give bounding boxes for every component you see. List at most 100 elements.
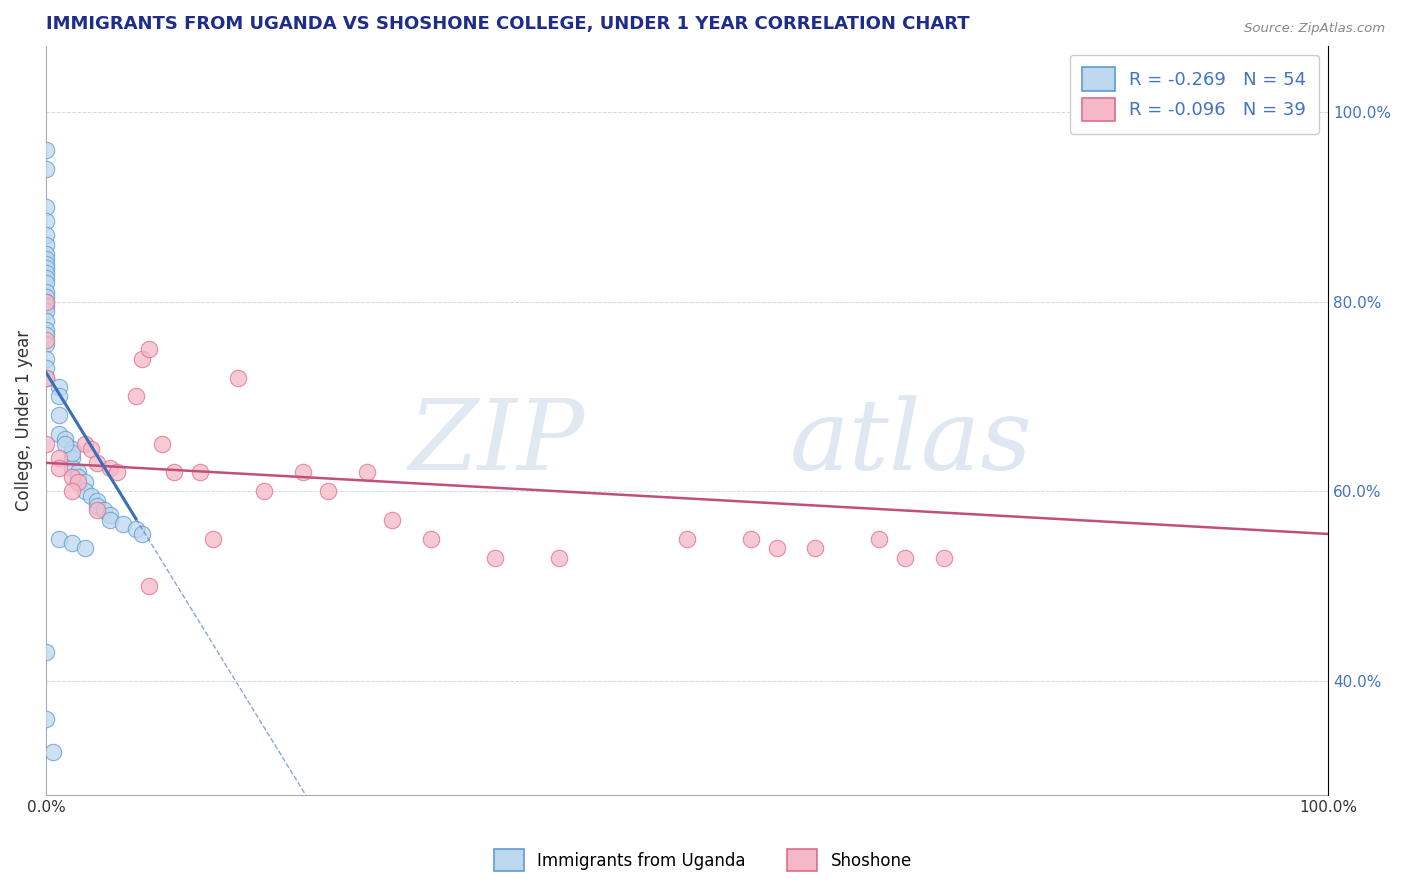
Point (98, 513, 121, 527)
Point (73, 475, 96, 489)
Point (48, 451, 70, 466)
Point (35, 294, 58, 309)
Point (35, 645, 58, 659)
Point (98, 508, 121, 522)
Point (73, 484, 96, 499)
Point (60, 536, 83, 550)
Point (131, 351, 153, 366)
Point (548, 550, 571, 565)
Point (228, 370, 250, 384)
Point (105, 466, 128, 480)
Point (35, 247, 58, 261)
Point (35, 327, 58, 342)
Point (60, 446, 83, 460)
Point (35, 271, 58, 285)
Point (163, 466, 186, 480)
Point (35, 300, 58, 314)
Point (48, 427, 70, 442)
Point (86, 499, 108, 513)
Point (60, 460, 83, 475)
Point (419, 532, 441, 546)
Point (86, 493, 108, 508)
Point (35, 237, 58, 252)
Point (766, 541, 789, 556)
Point (67, 466, 90, 480)
Point (35, 370, 58, 384)
Point (125, 522, 148, 536)
Point (48, 389, 70, 403)
Point (35, 257, 58, 271)
Point (131, 527, 153, 541)
Point (804, 541, 827, 556)
Point (93, 503, 115, 517)
Point (73, 541, 96, 556)
Point (138, 342, 160, 356)
Point (356, 466, 378, 480)
Point (55, 432, 77, 446)
Text: ZIP: ZIP (408, 395, 585, 491)
Point (35, 252, 58, 266)
Point (60, 451, 83, 466)
Point (35, 143, 58, 157)
Point (67, 475, 90, 489)
Point (125, 389, 148, 403)
Point (60, 442, 83, 456)
Point (381, 513, 404, 527)
Point (35, 351, 58, 366)
Point (112, 517, 135, 532)
Point (740, 532, 762, 546)
Point (316, 484, 339, 499)
Point (60, 470, 83, 484)
Point (188, 466, 211, 480)
Point (35, 261, 58, 276)
Point (86, 456, 108, 470)
Point (73, 437, 96, 451)
Point (35, 333, 58, 347)
Point (35, 437, 58, 451)
Point (201, 532, 224, 546)
Point (80, 489, 103, 503)
Point (932, 550, 955, 565)
Text: IMMIGRANTS FROM UGANDA VS SHOSHONE COLLEGE, UNDER 1 YEAR CORRELATION CHART: IMMIGRANTS FROM UGANDA VS SHOSHONE COLLE… (46, 15, 970, 33)
Point (80, 442, 103, 456)
Point (35, 200, 58, 214)
Text: atlas: atlas (790, 395, 1032, 491)
Point (35, 266, 58, 280)
Point (291, 466, 314, 480)
Legend: R = -0.269   N = 54, R = -0.096   N = 39: R = -0.269 N = 54, R = -0.096 N = 39 (1070, 54, 1319, 134)
Point (35, 161, 58, 176)
Point (35, 294, 58, 309)
Point (35, 370, 58, 384)
Point (48, 532, 70, 546)
Legend: Immigrants from Uganda, Shoshone: Immigrants from Uganda, Shoshone (485, 841, 921, 880)
Point (35, 361, 58, 376)
Point (48, 409, 70, 423)
Point (150, 437, 173, 451)
Point (35, 214, 58, 228)
Point (98, 460, 121, 475)
Point (484, 550, 506, 565)
Point (60, 484, 83, 499)
Point (894, 550, 917, 565)
Point (35, 276, 58, 290)
Text: Source: ZipAtlas.com: Source: ZipAtlas.com (1244, 22, 1385, 36)
Point (676, 532, 699, 546)
Point (48, 380, 70, 394)
Point (253, 484, 276, 499)
Point (35, 313, 58, 327)
Point (86, 503, 108, 517)
Point (35, 228, 58, 243)
Point (67, 470, 90, 484)
Point (35, 323, 58, 337)
Point (35, 712, 58, 726)
Point (35, 304, 58, 318)
Point (35, 290, 58, 304)
Point (35, 337, 58, 351)
Y-axis label: College, Under 1 year: College, Under 1 year (15, 330, 32, 511)
Point (35, 285, 58, 300)
Point (48, 460, 70, 475)
Point (55, 437, 77, 451)
Point (869, 532, 891, 546)
Point (138, 579, 160, 593)
Point (41, 745, 63, 759)
